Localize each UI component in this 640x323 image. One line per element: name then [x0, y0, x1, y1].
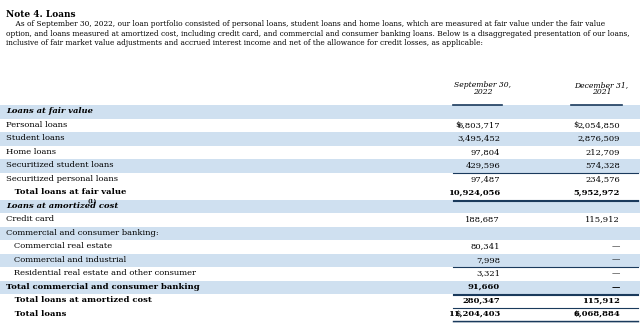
Text: 2,876,509: 2,876,509: [577, 134, 620, 142]
Bar: [0, 226, 640, 240]
Text: Total commercial and consumer banking: Total commercial and consumer banking: [6, 283, 200, 291]
Text: 5,952,972: 5,952,972: [573, 188, 620, 196]
Text: 11,204,403: 11,204,403: [448, 310, 500, 318]
Text: Total loans at amortized cost: Total loans at amortized cost: [6, 296, 152, 304]
Text: 574,328: 574,328: [585, 161, 620, 169]
Text: 429,596: 429,596: [465, 161, 500, 169]
Text: 2022: 2022: [473, 88, 492, 96]
Text: inclusive of fair market value adjustments and accrued interest income and net o: inclusive of fair market value adjustmen…: [6, 39, 483, 47]
Bar: [0, 280, 640, 294]
Bar: [0, 254, 640, 267]
Text: 3,495,452: 3,495,452: [457, 134, 500, 142]
Text: 10,924,056: 10,924,056: [448, 188, 500, 196]
Text: Note 4. Loans: Note 4. Loans: [6, 10, 76, 19]
Bar: [0, 132, 640, 145]
Text: Credit card: Credit card: [6, 215, 54, 223]
Text: —: —: [612, 283, 620, 291]
Text: —: —: [612, 242, 620, 250]
Text: Loans at amortized cost: Loans at amortized cost: [6, 202, 118, 210]
Text: Total loans at fair value: Total loans at fair value: [6, 188, 126, 196]
Text: $: $: [455, 121, 460, 129]
Text: September 30,: September 30,: [454, 81, 511, 89]
Text: $: $: [573, 121, 579, 129]
Text: Personal loans: Personal loans: [6, 121, 67, 129]
Text: 2021: 2021: [592, 88, 611, 96]
Text: $: $: [455, 310, 460, 318]
Text: 80,341: 80,341: [470, 242, 500, 250]
Text: option, and loans measured at amortized cost, including credit card, and commerc: option, and loans measured at amortized …: [6, 29, 630, 37]
Text: As of September 30, 2022, our loan portfolio consisted of personal loans, studen: As of September 30, 2022, our loan portf…: [6, 20, 605, 28]
Text: 115,912: 115,912: [582, 296, 620, 304]
Text: 115,912: 115,912: [585, 215, 620, 223]
Text: Residential real estate and other consumer: Residential real estate and other consum…: [6, 269, 196, 277]
Text: 280,347: 280,347: [462, 296, 500, 304]
Text: Home loans: Home loans: [6, 148, 56, 156]
Text: December 31,: December 31,: [575, 81, 628, 89]
Text: 7,998: 7,998: [476, 256, 500, 264]
Text: —: —: [612, 269, 620, 277]
Bar: [0, 200, 640, 213]
Text: Commercial and industrial: Commercial and industrial: [6, 256, 126, 264]
Text: Commercial and consumer banking:: Commercial and consumer banking:: [6, 229, 159, 237]
Text: Securitized personal loans: Securitized personal loans: [6, 175, 118, 183]
Text: 188,687: 188,687: [465, 215, 500, 223]
Text: 6,068,884: 6,068,884: [573, 310, 620, 318]
Text: Student loans: Student loans: [6, 134, 65, 142]
Bar: [0, 159, 640, 172]
Text: 2,054,850: 2,054,850: [577, 121, 620, 129]
Text: 97,804: 97,804: [470, 148, 500, 156]
Text: 6,803,717: 6,803,717: [458, 121, 500, 129]
Text: 91,660: 91,660: [468, 283, 500, 291]
Text: Commercial real estate: Commercial real estate: [6, 242, 112, 250]
Text: (1): (1): [88, 199, 97, 204]
Text: Total loans: Total loans: [6, 310, 67, 318]
Bar: [0, 105, 640, 119]
Text: Loans at fair value: Loans at fair value: [6, 107, 93, 115]
Text: Securitized student loans: Securitized student loans: [6, 161, 113, 169]
Text: 212,709: 212,709: [586, 148, 620, 156]
Text: 3,321: 3,321: [476, 269, 500, 277]
Text: 234,576: 234,576: [585, 175, 620, 183]
Text: 97,487: 97,487: [470, 175, 500, 183]
Text: $: $: [573, 310, 579, 318]
Text: —: —: [612, 256, 620, 264]
